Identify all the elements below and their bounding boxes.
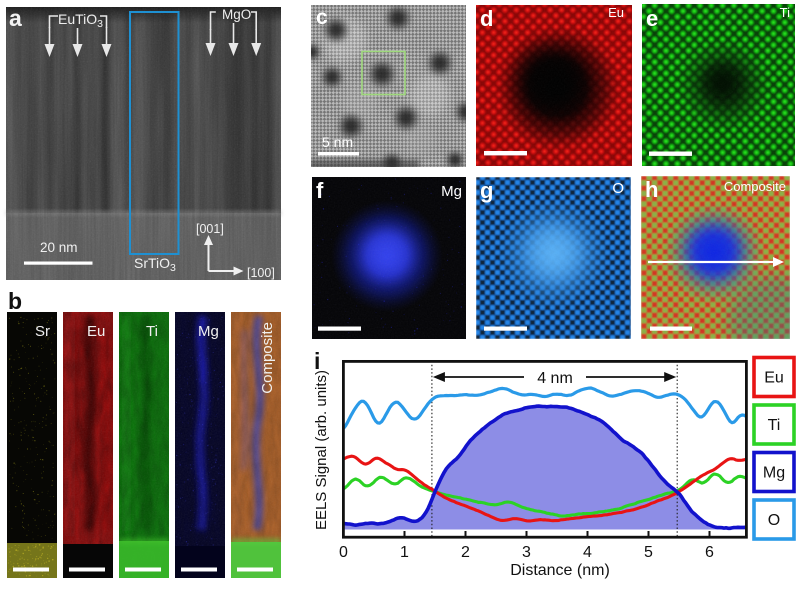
svg-text:Mg: Mg [198,323,219,340]
svg-text:i: i [314,348,320,374]
svg-text:Mg: Mg [441,183,462,200]
svg-text:d: d [480,6,493,31]
svg-text:Sr: Sr [35,323,50,340]
svg-text:O: O [768,512,780,529]
svg-text:EuTiO3: EuTiO3 [58,11,103,30]
svg-text:Distance (nm): Distance (nm) [510,562,610,579]
svg-text:Eu: Eu [608,5,624,20]
svg-text:5 nm: 5 nm [322,134,353,150]
svg-text:Eu: Eu [764,370,784,387]
svg-text:a: a [9,5,22,31]
svg-text:1: 1 [400,544,409,561]
svg-text:0: 0 [339,544,348,561]
svg-text:c: c [316,6,328,29]
svg-text:6: 6 [705,544,714,561]
svg-text:f: f [316,178,324,203]
svg-text:Ti: Ti [768,417,781,434]
svg-text:2: 2 [461,544,470,561]
svg-text:Composite: Composite [724,179,786,194]
svg-text:Mg: Mg [763,465,785,482]
svg-text:Composite: Composite [259,322,276,394]
svg-text:EELS Signal (arb. units): EELS Signal (arb. units) [313,370,330,530]
svg-text:SrTiO3: SrTiO3 [134,255,176,274]
svg-text:Eu: Eu [87,323,105,340]
svg-text:[100]: [100] [247,266,275,280]
svg-text:4: 4 [583,544,592,561]
svg-text:20 nm: 20 nm [40,240,78,255]
svg-text:4 nm: 4 nm [537,370,573,387]
svg-text:Ti: Ti [780,5,790,20]
svg-text:MgO: MgO [222,7,251,22]
svg-text:[001]: [001] [196,222,224,236]
svg-text:e: e [646,6,658,31]
svg-text:3: 3 [522,544,531,561]
svg-text:5: 5 [644,544,653,561]
svg-text:b: b [8,288,22,314]
svg-text:Ti: Ti [146,323,158,340]
svg-text:h: h [645,177,658,202]
svg-text:g: g [480,178,493,203]
svg-text:O: O [612,180,624,197]
